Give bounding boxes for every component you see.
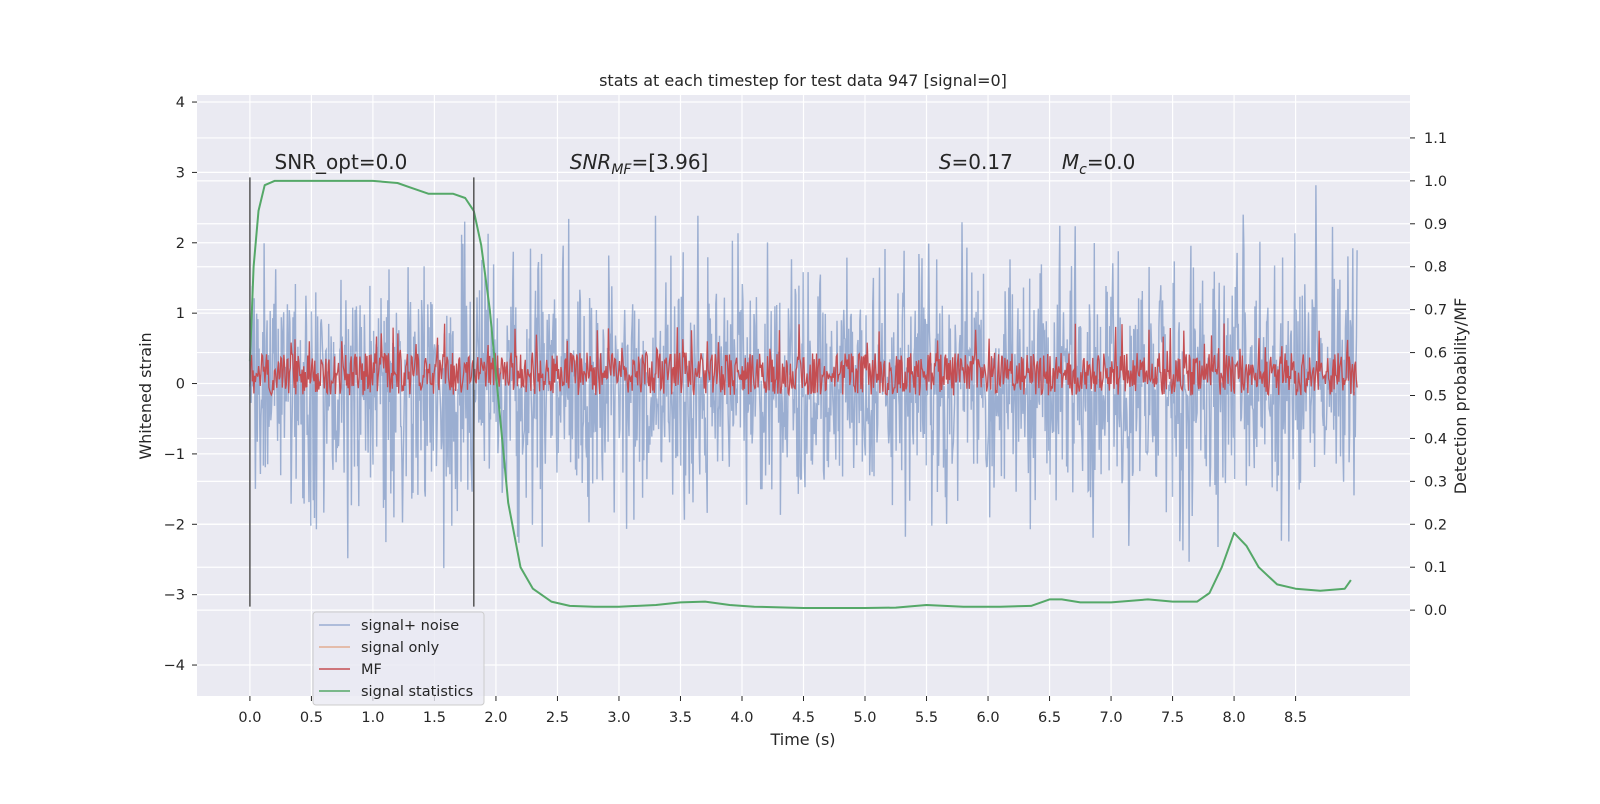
y-right-tick-label: 0.6 xyxy=(1424,346,1447,362)
x-tick-label: 5.5 xyxy=(915,710,938,726)
x-tick-label: 6.5 xyxy=(1038,710,1061,726)
y-right-tick-label: 0.7 xyxy=(1424,303,1447,319)
ticks: 0.0 0.5 1.0 1.5 2.0 2.5 3.0 3.5 4.0 4.5 5.0 5.5 6.0 6… xyxy=(164,95,1447,726)
x-tick-label: 2.5 xyxy=(546,710,569,726)
y-left-tick-label: −3 xyxy=(164,588,185,604)
x-tick-label: 3.5 xyxy=(669,710,692,726)
y-right-tick-label: 0.1 xyxy=(1424,560,1447,576)
x-tick-label: 1.0 xyxy=(361,710,384,726)
y-right-tick-label: 1.1 xyxy=(1424,131,1447,147)
x-tick-label: 2.0 xyxy=(484,710,507,726)
legend-box xyxy=(312,611,485,706)
y-left-tick-label: −1 xyxy=(164,447,185,463)
x-tick-label: 6.0 xyxy=(977,710,1000,726)
annotation-s-stat: S=0.17 xyxy=(939,150,1013,174)
y-right-tick-label: 0.5 xyxy=(1424,389,1447,405)
y-axis-label-right: Detection probability/MF xyxy=(1451,298,1470,495)
x-tick-label: 7.0 xyxy=(1100,710,1123,726)
y-left-tick-label: −4 xyxy=(164,658,185,674)
annotation-snr-opt: SNR_opt=0.0 xyxy=(275,150,408,174)
y-left-tick-label: 1 xyxy=(176,306,185,322)
x-tick-label: 0.0 xyxy=(238,710,261,726)
vertical-markers xyxy=(249,177,475,607)
y-right-tick-label: 0.8 xyxy=(1424,260,1447,276)
y-right-tick-label: 0.3 xyxy=(1424,474,1447,490)
series-mf-line xyxy=(249,323,1358,397)
y-left-tick-label: 0 xyxy=(176,377,185,393)
legend-label-signal-only: signal only xyxy=(361,640,440,656)
y-left-tick-label: 2 xyxy=(176,236,185,252)
x-axis-label: Time (s) xyxy=(769,730,835,749)
x-tick-label: 8.5 xyxy=(1284,710,1307,726)
y-right-tick-label: 0.4 xyxy=(1424,431,1447,447)
series-signal-noise-line xyxy=(249,185,1358,569)
x-tick-label: 4.0 xyxy=(730,710,753,726)
series-signal-statistics-line xyxy=(248,179,1352,609)
chart-title: stats at each timestep for test data 947… xyxy=(599,71,1007,90)
x-tick-label: 7.5 xyxy=(1161,710,1184,726)
legend-label-mf: MF xyxy=(361,662,382,678)
y-right-tick-label: 1.0 xyxy=(1424,174,1447,190)
legend-label-signal-noise: signal+ noise xyxy=(361,618,459,634)
y-left-tick-label: 3 xyxy=(176,165,185,181)
y-axis-label-left: Whitened strain xyxy=(136,332,155,459)
annotations: SNR_opt=0.0 SNRMF=[3.96] S=0.17 Mc=0.0 xyxy=(275,150,1136,178)
y-right-tick-label: 0.0 xyxy=(1424,603,1447,619)
annotation-snr-mf: SNRMF=[3.96] xyxy=(570,150,709,178)
x-tick-label: 5.0 xyxy=(853,710,876,726)
legend: signal+ noise signal only MF signal stat… xyxy=(312,611,485,706)
x-tick-label: 4.5 xyxy=(792,710,815,726)
x-tick-label: 0.5 xyxy=(300,710,323,726)
series-layer xyxy=(248,179,1358,609)
y-right-tick-label: 0.2 xyxy=(1424,517,1447,533)
x-tick-label: 8.0 xyxy=(1223,710,1246,726)
annotation-mc-stat: Mc=0.0 xyxy=(1062,150,1136,178)
x-tick-label: 1.5 xyxy=(423,710,446,726)
y-left-tick-label: 4 xyxy=(176,95,185,111)
legend-label-signal-statistics: signal statistics xyxy=(361,684,473,700)
y-right-tick-label: 0.9 xyxy=(1424,217,1447,233)
x-tick-label: 3.0 xyxy=(607,710,630,726)
y-left-tick-label: −2 xyxy=(164,517,185,533)
